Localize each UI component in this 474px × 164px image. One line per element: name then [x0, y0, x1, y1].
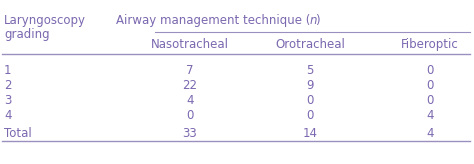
- Text: 0: 0: [426, 64, 434, 77]
- Text: 4: 4: [426, 127, 434, 140]
- Text: 14: 14: [302, 127, 318, 140]
- Text: 5: 5: [306, 64, 314, 77]
- Text: 2: 2: [4, 79, 11, 92]
- Text: 4: 4: [426, 109, 434, 122]
- Text: Orotracheal: Orotracheal: [275, 38, 345, 51]
- Text: 9: 9: [306, 79, 314, 92]
- Text: 7: 7: [186, 64, 194, 77]
- Text: grading: grading: [4, 28, 50, 41]
- Text: 0: 0: [306, 94, 314, 107]
- Text: Laryngoscopy: Laryngoscopy: [4, 14, 86, 27]
- Text: 4: 4: [186, 94, 194, 107]
- Text: 0: 0: [426, 94, 434, 107]
- Text: 22: 22: [182, 79, 198, 92]
- Text: Fiberoptic: Fiberoptic: [401, 38, 459, 51]
- Text: ): ): [316, 14, 320, 27]
- Text: 33: 33: [182, 127, 197, 140]
- Text: n: n: [310, 14, 318, 27]
- Text: 0: 0: [426, 79, 434, 92]
- Text: 0: 0: [186, 109, 194, 122]
- Text: 0: 0: [306, 109, 314, 122]
- Text: 4: 4: [4, 109, 11, 122]
- Text: 1: 1: [4, 64, 11, 77]
- Text: Airway management technique (: Airway management technique (: [116, 14, 310, 27]
- Text: Nasotracheal: Nasotracheal: [151, 38, 229, 51]
- Text: Total: Total: [4, 127, 32, 140]
- Text: 3: 3: [4, 94, 11, 107]
